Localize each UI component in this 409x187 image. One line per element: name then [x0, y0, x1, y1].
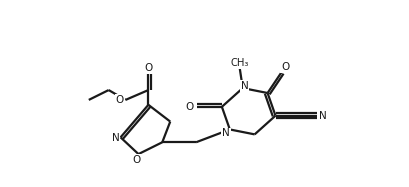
- Text: N: N: [241, 81, 249, 91]
- Text: N: N: [222, 128, 230, 138]
- Text: N: N: [319, 111, 327, 121]
- Text: O: O: [185, 102, 193, 112]
- Text: N: N: [112, 133, 119, 143]
- Text: CH₃: CH₃: [231, 59, 249, 68]
- Text: O: O: [133, 155, 141, 165]
- Text: O: O: [281, 62, 290, 72]
- Text: O: O: [144, 63, 153, 73]
- Text: O: O: [115, 95, 124, 105]
